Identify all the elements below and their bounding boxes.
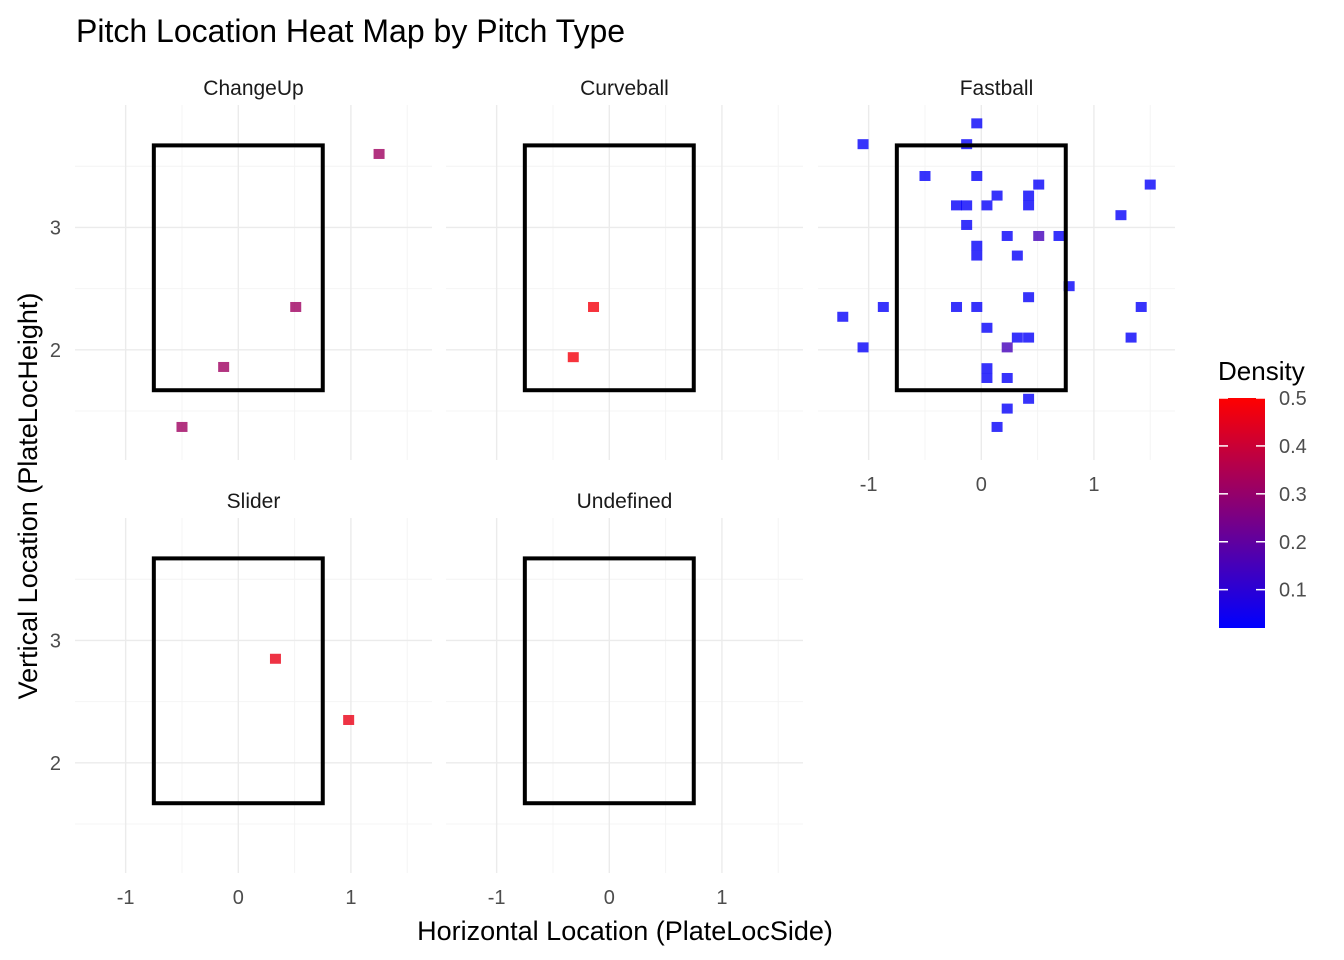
legend-tick-label: 0.3 xyxy=(1279,484,1307,506)
heat-tile xyxy=(1135,301,1147,312)
legend-tick-label: 0.4 xyxy=(1279,436,1307,458)
heat-tile xyxy=(857,139,869,150)
x-tick-label: 0 xyxy=(976,474,987,496)
heat-tile xyxy=(1023,190,1035,201)
facet-strip-label: Undefined xyxy=(577,490,673,513)
heat-tile xyxy=(991,421,1003,432)
facet-strip-label: Fastball xyxy=(960,77,1034,100)
facet-strip-label: Curveball xyxy=(580,77,669,100)
heat-tile xyxy=(971,250,983,261)
strike-zone-box xyxy=(522,556,696,806)
heat-tile xyxy=(1023,292,1035,303)
x-tick-label: 0 xyxy=(604,887,615,909)
legend-title: Density xyxy=(1218,356,1305,386)
x-tick-label: -1 xyxy=(117,887,135,909)
chart-title: Pitch Location Heat Map by Pitch Type xyxy=(76,13,625,49)
heat-tile xyxy=(919,171,931,181)
heat-tile xyxy=(567,352,579,363)
heat-tile xyxy=(877,301,889,312)
heat-tile xyxy=(961,219,973,230)
panel-curveball: Curveball xyxy=(446,77,803,460)
x-tick-label: -1 xyxy=(860,474,878,496)
heat-tile xyxy=(1023,200,1035,211)
density-legend: Density 0.1 0.2 0.3 0.4 0.5 xyxy=(1218,356,1307,628)
heat-tile xyxy=(1001,372,1013,383)
heat-tile xyxy=(1023,393,1035,404)
heat-tile xyxy=(1001,230,1013,241)
heat-tile xyxy=(218,361,230,372)
panel-slider: Slider -1 0 1 2 3 xyxy=(50,490,432,909)
heat-tile xyxy=(1115,210,1127,221)
strike-zone-box xyxy=(151,143,325,393)
heat-tile xyxy=(951,301,963,312)
legend-tick-label: 0.5 xyxy=(1279,388,1307,410)
legend-tick-label: 0.2 xyxy=(1279,532,1307,554)
heat-tile xyxy=(857,342,869,353)
strike-zone-box xyxy=(151,556,325,806)
legend-colorbar xyxy=(1219,398,1265,628)
strike-zone-box xyxy=(522,143,696,393)
y-tick-label: 3 xyxy=(50,217,61,239)
heat-tile xyxy=(1001,342,1013,353)
heat-tile xyxy=(1001,403,1013,414)
panel-changeup: ChangeUp 2 3 xyxy=(50,77,432,460)
heat-tile xyxy=(269,653,281,664)
heat-tile xyxy=(588,301,600,312)
heat-tile xyxy=(951,200,963,211)
heat-tile xyxy=(1011,332,1023,343)
x-tick-label: 1 xyxy=(716,887,727,909)
x-axis-title: Horizontal Location (PlateLocSide) xyxy=(417,916,833,946)
heat-tile xyxy=(971,118,983,129)
heat-tile xyxy=(343,714,355,725)
heat-tile xyxy=(1053,230,1065,241)
heat-tile xyxy=(981,200,993,211)
x-tick-label: 1 xyxy=(345,887,356,909)
facet-strip-label: Slider xyxy=(227,490,281,513)
y-tick-label: 2 xyxy=(50,753,61,775)
y-axis-title: Vertical Location (PlateLocHeight) xyxy=(13,293,43,700)
heat-tile xyxy=(837,311,849,322)
heat-tile xyxy=(1023,332,1035,343)
facet-strip-label: ChangeUp xyxy=(203,77,303,100)
heat-tile xyxy=(971,171,983,181)
y-tick-label: 3 xyxy=(50,630,61,652)
facet-panels: ChangeUp 2 3 Curveball Fastball -1 0 1 Slider -1 0… xyxy=(50,77,1175,909)
x-tick-label: 1 xyxy=(1088,474,1099,496)
heat-tile xyxy=(971,240,983,251)
heat-tile xyxy=(1144,179,1156,190)
heat-tile xyxy=(961,200,973,211)
panel-fastball: Fastball -1 0 1 xyxy=(818,77,1175,496)
panel-undefined: Undefined -1 0 1 xyxy=(446,490,803,909)
heat-tile xyxy=(1011,250,1023,261)
legend-ticks: 0.1 0.2 0.3 0.4 0.5 xyxy=(1219,388,1307,602)
heat-tile xyxy=(1125,332,1137,343)
x-tick-label: -1 xyxy=(488,887,506,909)
y-tick-label: 2 xyxy=(50,340,61,362)
heat-tile xyxy=(1063,281,1075,292)
heat-tile xyxy=(991,190,1003,201)
heat-tile xyxy=(373,148,385,159)
heat-tile xyxy=(981,322,993,333)
strike-zone-box xyxy=(894,143,1068,393)
legend-tick-label: 0.1 xyxy=(1279,580,1307,602)
heat-tile xyxy=(1033,230,1045,241)
heat-tile xyxy=(176,421,188,432)
heat-tile xyxy=(1033,179,1045,190)
heat-tile xyxy=(981,363,993,374)
heat-tile xyxy=(290,301,302,312)
heat-tile xyxy=(981,372,993,383)
x-tick-label: 0 xyxy=(233,887,244,909)
heat-tile xyxy=(971,301,983,312)
